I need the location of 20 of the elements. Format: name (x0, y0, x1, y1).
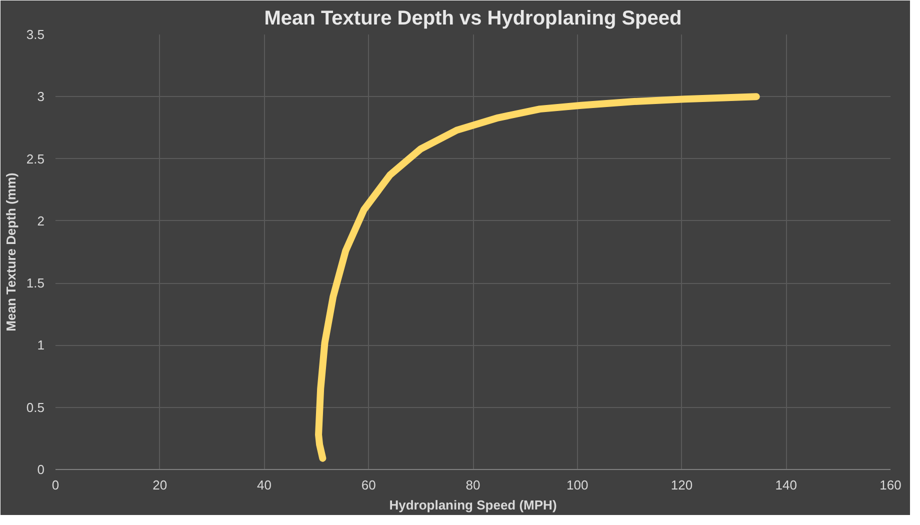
y-axis-title: Mean Texture Depth (mm) (3, 172, 18, 332)
x-tick-label: 120 (670, 478, 693, 492)
y-tick-label: 2.5 (26, 151, 45, 166)
y-tick-label: 3.5 (26, 27, 45, 42)
x-tick-label: 40 (257, 478, 272, 492)
y-tick-label: 1 (37, 338, 45, 353)
y-tick-label: 0.5 (26, 400, 45, 415)
y-tick-label: 0 (37, 462, 45, 477)
x-tick-label: 0 (52, 478, 60, 492)
x-tick-label: 60 (361, 478, 376, 492)
chart-title: Mean Texture Depth vs Hydroplaning Speed (264, 8, 682, 30)
x-tick-label: 80 (466, 478, 480, 492)
x-tick-label: 20 (152, 478, 168, 492)
y-tick-label: 2 (37, 213, 45, 228)
x-tick-label: 160 (880, 478, 902, 492)
x-tick-label: 100 (566, 478, 588, 492)
x-axis-title: Hydroplaning Speed (MPH) (389, 498, 557, 512)
y-tick-label: 3 (37, 89, 45, 104)
x-tick-label: 140 (775, 478, 797, 492)
y-tick-label: 1.5 (26, 276, 45, 291)
